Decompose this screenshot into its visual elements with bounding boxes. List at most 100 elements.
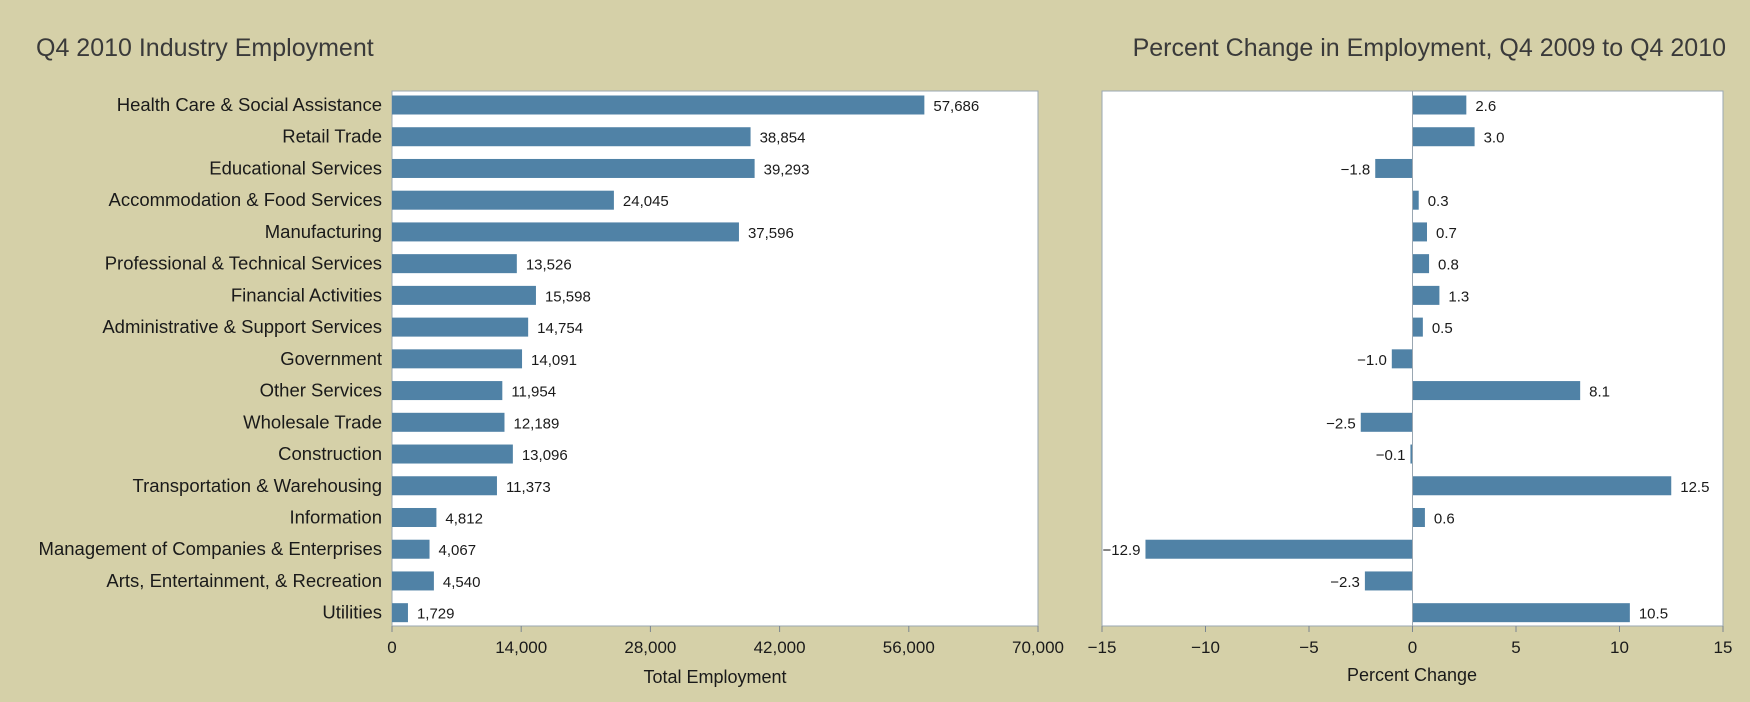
- category-label: Health Care & Social Assistance: [117, 94, 382, 115]
- category-label: Utilities: [322, 602, 382, 623]
- left-bar: [392, 127, 751, 147]
- left-bar-value-label: 11,373: [506, 479, 551, 496]
- left-bar: [392, 381, 503, 401]
- right-bar-value-label: 10.5: [1639, 606, 1668, 623]
- right-bar: [1412, 190, 1419, 210]
- left-bar: [392, 444, 513, 464]
- category-label: Financial Activities: [231, 284, 382, 305]
- right-bar: [1412, 476, 1672, 496]
- category-label: Professional & Technical Services: [105, 253, 382, 274]
- left-bar-value-label: 4,812: [445, 510, 483, 527]
- right-x-tick-label: 15: [1714, 638, 1733, 657]
- left-x-axis-title: Total Employment: [643, 667, 786, 687]
- left-bar: [392, 222, 739, 242]
- category-label: Other Services: [260, 380, 382, 401]
- left-x-axis: 0 14,000 28,000 42,000 56,000 70,000: [387, 626, 1064, 657]
- left-bar: [392, 603, 408, 623]
- left-bar: [392, 571, 434, 591]
- right-bar-value-label: 0.5: [1432, 320, 1453, 337]
- left-x-tick-label: 28,000: [624, 638, 676, 657]
- right-x-tick-label: 10: [1610, 638, 1629, 657]
- left-bar: [392, 412, 505, 432]
- right-x-tick-label: 5: [1511, 638, 1520, 657]
- left-x-tick-label: 70,000: [1012, 638, 1064, 657]
- left-bar-value-label: 57,686: [933, 98, 979, 115]
- left-bar: [392, 349, 523, 369]
- left-bar: [392, 95, 925, 115]
- category-label: Manufacturing: [265, 221, 382, 242]
- right-bar-value-label: 0.6: [1434, 510, 1455, 527]
- right-bar: [1412, 127, 1475, 147]
- left-bar: [392, 285, 536, 305]
- category-label: Arts, Entertainment, & Recreation: [106, 570, 382, 591]
- right-bar-group: 2.6 3.0 −1.8 0.3 0.7 0.8 1.3 0.5 −1.0 8.1 −2.5 −0.1…: [1103, 91, 1709, 626]
- right-x-axis-title: Percent Change: [1347, 665, 1477, 685]
- right-bar: [1412, 95, 1467, 115]
- right-bar-value-label: −2.5: [1326, 415, 1356, 432]
- left-bar: [392, 539, 430, 559]
- left-x-tick-label: 14,000: [495, 638, 547, 657]
- right-x-tick-label: −10: [1191, 638, 1220, 657]
- category-label: Management of Companies & Enterprises: [39, 538, 382, 559]
- left-bar-value-label: 4,067: [439, 542, 477, 559]
- right-bar: [1412, 507, 1425, 527]
- left-chart-title: Q4 2010 Industry Employment: [36, 34, 374, 62]
- category-label: Wholesale Trade: [243, 411, 382, 432]
- right-bar-value-label: −0.1: [1376, 447, 1406, 464]
- right-bar: [1412, 254, 1430, 274]
- right-x-axis: −15 −10 −5 0 5 10 15: [1088, 626, 1733, 657]
- category-labels: Health Care & Social Assistance Retail Tr…: [39, 94, 382, 623]
- category-label: Government: [280, 348, 382, 369]
- category-label: Educational Services: [209, 157, 382, 178]
- category-label: Information: [289, 506, 382, 527]
- right-bar: [1360, 412, 1413, 432]
- left-bar-value-label: 11,954: [511, 384, 556, 401]
- right-bar: [1412, 317, 1423, 337]
- left-bar-value-label: 4,540: [443, 574, 481, 591]
- right-bar: [1412, 222, 1427, 242]
- right-x-tick-label: 0: [1408, 638, 1417, 657]
- right-bar-value-label: 0.3: [1428, 193, 1449, 210]
- left-x-tick-label: 56,000: [883, 638, 935, 657]
- right-bar-value-label: 12.5: [1680, 479, 1709, 496]
- left-bar: [392, 507, 437, 527]
- right-bar: [1410, 444, 1413, 464]
- category-label: Construction: [278, 443, 382, 464]
- right-bar: [1375, 158, 1413, 178]
- right-bar: [1412, 603, 1630, 623]
- category-label: Accommodation & Food Services: [108, 189, 382, 210]
- right-bar-value-label: 0.7: [1436, 225, 1457, 242]
- left-x-tick-label: 42,000: [754, 638, 806, 657]
- right-bar-value-label: 1.3: [1448, 288, 1469, 305]
- left-bar-value-label: 12,189: [513, 415, 559, 432]
- left-bar-value-label: 13,526: [526, 257, 572, 274]
- left-bar: [392, 476, 497, 496]
- left-x-tick-label: 0: [387, 638, 396, 657]
- left-bar-group: 57,686 38,854 39,293 24,045 37,596 13,526 15,5…: [392, 95, 979, 623]
- category-label: Retail Trade: [282, 126, 382, 147]
- left-bar-value-label: 1,729: [417, 606, 455, 623]
- right-bar-value-label: −12.9: [1103, 542, 1141, 559]
- category-label: Administrative & Support Services: [102, 316, 382, 337]
- right-bar-value-label: 3.0: [1484, 130, 1505, 147]
- right-x-tick-label: −5: [1299, 638, 1318, 657]
- right-bar-value-label: −1.0: [1357, 352, 1387, 369]
- left-bar-value-label: 38,854: [760, 130, 806, 147]
- right-x-tick-label: −15: [1088, 638, 1117, 657]
- right-bar-value-label: −2.3: [1330, 574, 1360, 591]
- right-bar-value-label: 2.6: [1475, 98, 1496, 115]
- left-bar-value-label: 37,596: [748, 225, 794, 242]
- left-bar: [392, 317, 529, 337]
- left-bar: [392, 190, 614, 210]
- left-bar-value-label: 14,754: [537, 320, 583, 337]
- left-bar: [392, 158, 755, 178]
- right-bar: [1364, 571, 1413, 591]
- right-bar-value-label: −1.8: [1341, 161, 1371, 178]
- left-bar: [392, 254, 517, 274]
- right-bar-value-label: 0.8: [1438, 257, 1459, 274]
- category-label: Transportation & Warehousing: [132, 475, 382, 496]
- left-bar-value-label: 13,096: [522, 447, 568, 464]
- left-bar-value-label: 14,091: [531, 352, 577, 369]
